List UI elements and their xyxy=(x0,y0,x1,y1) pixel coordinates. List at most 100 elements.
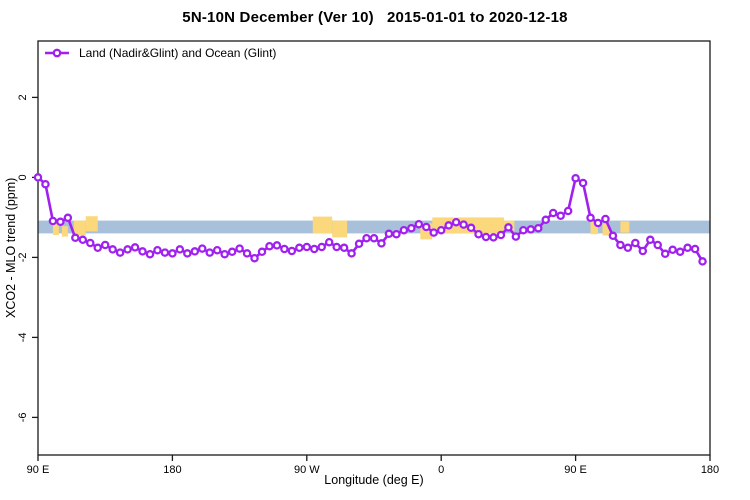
land-patch xyxy=(620,221,630,233)
land-patch xyxy=(590,221,598,235)
data-point xyxy=(436,225,446,235)
data-point xyxy=(227,247,237,257)
data-point xyxy=(190,247,200,256)
data-point xyxy=(295,243,304,253)
land-patch xyxy=(61,226,68,237)
data-point xyxy=(265,241,274,251)
data-point xyxy=(41,179,50,189)
data-point xyxy=(504,223,513,232)
land-patch xyxy=(52,221,59,235)
data-point xyxy=(593,218,603,228)
x-tick-label: 0 xyxy=(438,464,444,476)
data-point xyxy=(571,173,580,183)
data-point xyxy=(638,246,648,256)
data-point xyxy=(160,248,170,257)
data-point xyxy=(698,257,707,266)
data-point xyxy=(123,245,132,254)
data-point xyxy=(280,244,289,254)
data-point xyxy=(660,249,670,259)
data-point xyxy=(578,178,588,188)
y-tick-label: -4 xyxy=(17,333,29,343)
data-point xyxy=(414,219,424,229)
data-point xyxy=(429,228,438,237)
data-point xyxy=(302,242,312,252)
data-point xyxy=(407,223,416,233)
data-point xyxy=(347,249,356,258)
data-point xyxy=(130,243,140,252)
data-point xyxy=(489,233,498,242)
data-point xyxy=(369,233,379,243)
x-axis-label: Longitude (deg E) xyxy=(324,473,424,487)
data-point xyxy=(683,243,692,253)
data-point xyxy=(534,223,543,233)
legend-label: Land (Nadir&Glint) and Ocean (Glint) xyxy=(79,46,277,60)
data-point xyxy=(690,244,700,254)
data-point xyxy=(392,229,401,239)
data-point xyxy=(56,217,65,227)
data-point xyxy=(175,245,185,254)
data-point xyxy=(548,208,558,218)
data-point xyxy=(384,229,394,239)
data-point xyxy=(616,240,625,250)
x-tick-label: 90 W xyxy=(294,464,320,476)
data-point xyxy=(586,213,595,223)
data-point xyxy=(93,243,102,253)
land-patch xyxy=(312,216,333,234)
data-point xyxy=(556,211,565,221)
data-point xyxy=(220,249,229,259)
legend: Land (Nadir&Glint) and Ocean (Glint) xyxy=(44,46,276,60)
data-point xyxy=(317,242,326,252)
data-point xyxy=(459,220,468,229)
legend-series-marker-icon xyxy=(45,48,69,58)
land-patch xyxy=(420,223,433,240)
data-point xyxy=(205,248,214,257)
y-tick-label: -2 xyxy=(17,253,29,263)
land-patch xyxy=(602,223,610,236)
data-point xyxy=(631,238,640,248)
data-point xyxy=(362,233,371,243)
data-point xyxy=(324,237,334,247)
data-point xyxy=(354,239,364,249)
data-point xyxy=(183,249,192,258)
data-point xyxy=(48,216,58,226)
data-point xyxy=(212,245,222,255)
data-point xyxy=(526,225,536,234)
data-point xyxy=(198,244,207,253)
y-axis-label: XCO2 - MLO trend (ppm) xyxy=(4,177,18,319)
data-point xyxy=(608,231,618,241)
data-point xyxy=(257,247,267,257)
data-point xyxy=(481,232,491,242)
data-point xyxy=(653,240,662,250)
data-point xyxy=(153,245,162,255)
data-point xyxy=(646,235,655,245)
x-tick-label: 90 E xyxy=(564,464,587,476)
data-point xyxy=(242,249,252,258)
data-point xyxy=(541,215,550,225)
data-point xyxy=(466,223,476,233)
data-point xyxy=(511,232,521,241)
data-point xyxy=(145,249,155,259)
x-tick-label: 180 xyxy=(163,464,181,476)
data-point xyxy=(519,225,528,235)
data-point xyxy=(444,221,453,230)
data-point xyxy=(71,233,80,243)
chart-title: 5N-10N December (Ver 10) 2015-01-01 to 2… xyxy=(182,9,568,26)
land-patch xyxy=(85,216,98,232)
data-point xyxy=(63,213,73,223)
data-point xyxy=(339,243,349,253)
y-tick-label: -6 xyxy=(17,413,29,423)
data-point xyxy=(422,222,431,232)
data-point xyxy=(100,240,110,250)
x-tick-label: 180 xyxy=(701,464,719,476)
data-point xyxy=(399,225,409,235)
x-tick-label: 90 E xyxy=(27,464,50,476)
data-point xyxy=(310,244,319,254)
data-point xyxy=(474,229,483,239)
data-point xyxy=(108,245,117,254)
data-point xyxy=(86,238,95,248)
data-point xyxy=(601,214,610,224)
data-point xyxy=(332,242,341,252)
data-point xyxy=(235,244,244,253)
